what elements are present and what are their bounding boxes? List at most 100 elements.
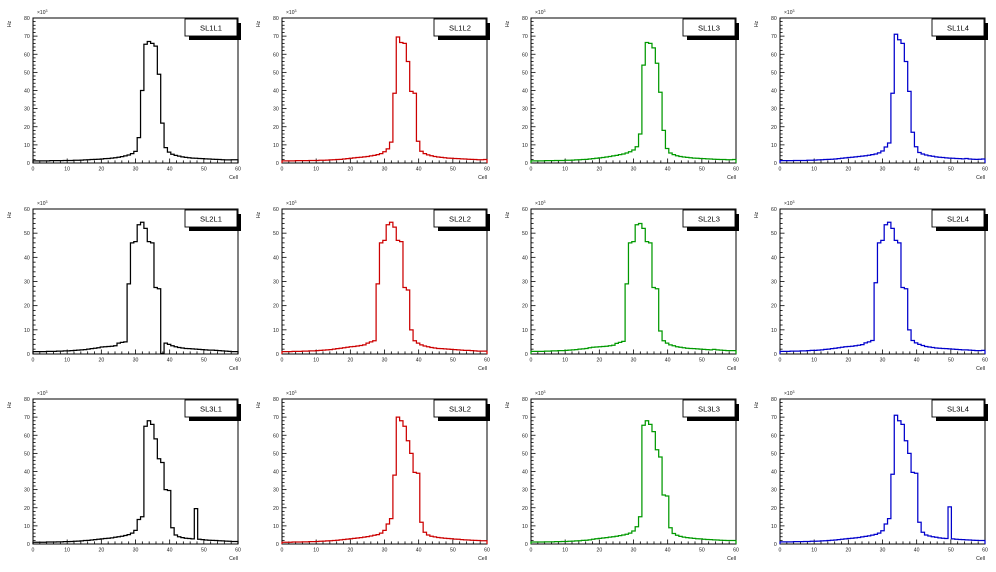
x-axis-title: Cell [229,366,238,372]
legend-box [682,18,736,37]
x-axis-title: Cell [478,556,487,562]
y-axis-exponent: ×103 [535,390,545,397]
plot-pad-sl2l4[interactable]: 0 10 20 30 40 50 60 0 10 20 30 40 50 60 Cell Hz ×103 SL2L… [747,190,996,381]
plot-pad-sl2l1[interactable]: 0 10 20 30 40 50 60 0 10 20 30 40 50 60 Cell Hz ×103 SL2L… [0,190,249,381]
x-tick-label: 30 [133,548,139,554]
plot-svg-sl1l4: 0 10 20 30 40 50 60 70 80 0 10 20 30 40 50 60 Cell Hz ×103… [754,9,988,181]
y-tick-label: 10 [522,143,528,149]
y-tick-label: 70 [24,34,30,40]
legend-label: SL3L2 [449,405,471,414]
x-tick-label: 20 [347,548,353,554]
legend[interactable]: SL3L4 [931,399,988,422]
y-tick-label: 30 [24,279,30,285]
y-axis-title: Hz [256,402,262,409]
y-tick-label: 60 [522,207,528,213]
legend[interactable]: SL1L4 [931,18,988,40]
x-axis-title: Cell [229,556,238,562]
legend[interactable]: SL2L3 [682,209,739,231]
x-axis-title: Cell [727,556,736,562]
histogram-curve [281,416,488,545]
y-tick-label: 0 [276,352,279,358]
x-tick-label: 50 [201,357,207,363]
y-axis-exponent: ×103 [286,9,296,16]
plot-pad-sl1l4[interactable]: 0 10 20 30 40 50 60 70 80 0 10 20 30 40 50 60 Cell Hz ×103… [747,0,996,190]
y-axis-title: Hz [754,402,760,409]
plot-pad-sl2l2[interactable]: 0 10 20 30 40 50 60 0 10 20 30 40 50 60 Cell Hz ×103 SL2L… [249,190,498,381]
y-axis-title: Hz [7,211,13,218]
x-tick-label: 10 [313,167,319,173]
y-tick-label: 80 [273,16,279,22]
y-tick-label: 40 [522,255,528,261]
legend[interactable]: SL2L1 [184,209,241,231]
y-tick-label: 50 [273,231,279,237]
x-tick-label: 0 [32,167,35,173]
plot-pad-sl1l3[interactable]: 0 10 20 30 40 50 60 70 80 0 10 20 30 40 50 60 Cell Hz ×103… [498,0,747,190]
plot-svg-sl3l1: 0 10 20 30 40 50 60 70 80 0 10 20 30 40 50 60 Cell Hz ×103… [7,390,241,562]
y-tick-label: 20 [771,125,777,131]
y-tick-label: 10 [771,524,777,530]
legend-box [931,399,985,418]
x-tick-label: 60 [982,167,988,173]
histogram-curve [530,420,737,545]
histogram-curve [530,222,737,354]
y-axis-exponent: ×103 [784,199,794,206]
x-tick-label: 20 [98,167,104,173]
plot-svg-sl2l1: 0 10 20 30 40 50 60 0 10 20 30 40 50 60 Cell Hz ×103 SL2L… [7,199,241,372]
y-axis: 0 10 20 30 40 50 60 70 80 [24,397,38,548]
x-tick-label: 60 [235,548,241,554]
x-tick-label: 30 [631,357,637,363]
legend[interactable]: SL2L4 [931,209,988,231]
legend[interactable]: SL3L3 [682,399,739,422]
plot-pad-sl1l2[interactable]: 0 10 20 30 40 50 60 70 80 0 10 20 30 40 50 60 Cell Hz ×103… [249,0,498,190]
x-tick-label: 30 [880,167,886,173]
plot-svg-sl2l4: 0 10 20 30 40 50 60 0 10 20 30 40 50 60 Cell Hz ×103 SL2L… [754,199,988,372]
y-tick-label: 30 [522,279,528,285]
plot-pad-sl3l3[interactable]: 0 10 20 30 40 50 60 70 80 0 10 20 30 40 50 60 Cell Hz ×103… [498,381,747,572]
y-axis-exponent-power: 3 [543,390,545,394]
legend[interactable]: SL3L2 [433,399,490,422]
plot-pad-sl3l1[interactable]: 0 10 20 30 40 50 60 70 80 0 10 20 30 40 50 60 Cell Hz ×103… [0,381,249,572]
y-tick-label: 20 [24,303,30,309]
legend[interactable]: SL1L3 [682,18,739,40]
legend-label: SL1L2 [449,24,471,33]
x-tick-label: 60 [733,357,739,363]
x-tick-label: 10 [562,167,568,173]
y-tick-label: 0 [27,542,30,548]
y-tick-label: 10 [24,524,30,530]
y-axis: 0 10 20 30 40 50 60 [522,207,536,358]
y-tick-label: 60 [24,207,30,213]
plot-svg-sl3l4: 0 10 20 30 40 50 60 70 80 0 10 20 30 40 50 60 Cell Hz ×103… [754,390,988,562]
x-tick-label: 30 [382,167,388,173]
y-tick-label: 50 [24,231,30,237]
y-axis-exponent: ×103 [37,9,47,16]
y-tick-label: 10 [273,524,279,530]
y-tick-label: 60 [273,52,279,58]
y-tick-label: 40 [771,89,777,95]
y-tick-label: 20 [771,506,777,512]
plot-pad-sl1l1[interactable]: 0 10 20 30 40 50 60 70 80 0 10 20 30 40 50 60 Cell Hz ×103… [0,0,249,190]
y-axis-exponent-power: 3 [45,390,47,394]
plot-pad-sl2l3[interactable]: 0 10 20 30 40 50 60 0 10 20 30 40 50 60 Cell Hz ×103 SL2L… [498,190,747,381]
plot-svg-sl2l3: 0 10 20 30 40 50 60 0 10 20 30 40 50 60 Cell Hz ×103 SL2L… [505,199,739,372]
y-tick-label: 30 [24,488,30,494]
legend[interactable]: SL1L2 [433,18,490,40]
y-tick-label: 40 [273,89,279,95]
legend[interactable]: SL2L2 [433,209,490,231]
plot-pad-sl3l2[interactable]: 0 10 20 30 40 50 60 70 80 0 10 20 30 40 50 60 Cell Hz ×103… [249,381,498,572]
y-axis-exponent-power: 3 [543,199,545,203]
x-tick-label: 20 [347,167,353,173]
y-axis-exponent: ×103 [784,390,794,397]
x-tick-label: 0 [32,357,35,363]
legend-label: SL3L4 [947,405,969,414]
x-tick-label: 50 [450,357,456,363]
legend-label: SL1L3 [698,24,720,33]
plot-pad-sl3l4[interactable]: 0 10 20 30 40 50 60 70 80 0 10 20 30 40 50 60 Cell Hz ×103… [747,381,996,572]
y-axis-exponent-power: 3 [294,199,296,203]
legend-label: SL3L1 [200,405,222,414]
legend[interactable]: SL1L1 [184,18,241,40]
x-tick-label: 0 [530,167,533,173]
legend[interactable]: SL3L1 [184,399,241,422]
plot-svg-sl3l3: 0 10 20 30 40 50 60 70 80 0 10 20 30 40 50 60 Cell Hz ×103… [505,390,739,562]
y-tick-label: 0 [525,542,528,548]
y-tick-label: 70 [771,34,777,40]
